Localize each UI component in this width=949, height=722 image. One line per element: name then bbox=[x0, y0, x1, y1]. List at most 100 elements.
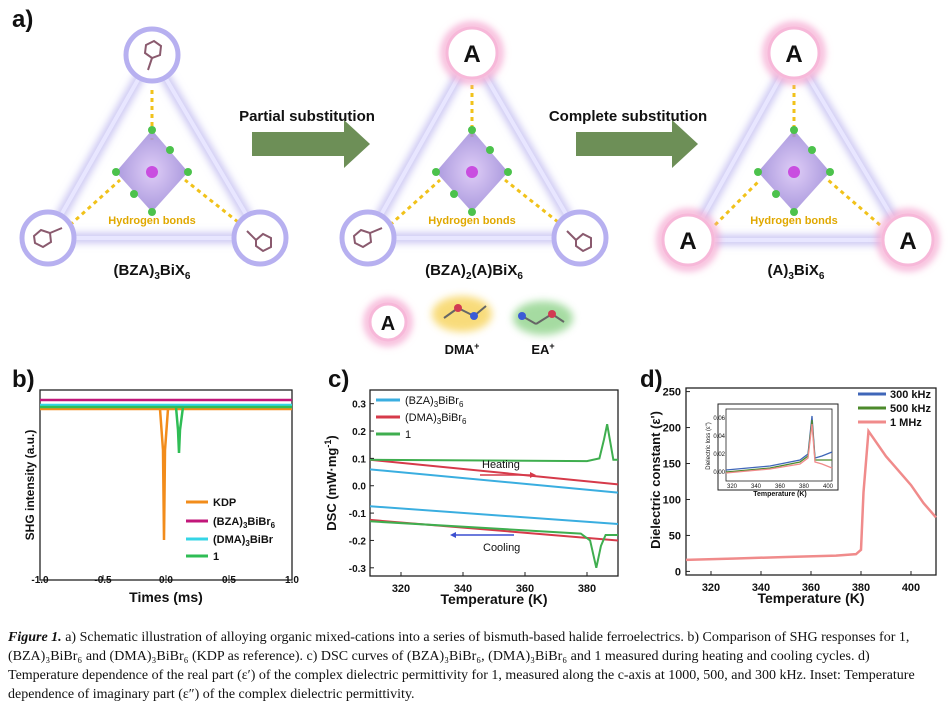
dielectric-x-ticks: 320 340 360 380 400 bbox=[702, 571, 920, 594]
caption-text: a) Schematic illustration of alloying or… bbox=[8, 630, 915, 702]
legend-dma: (DMA)3BiBr bbox=[213, 534, 274, 548]
legend-300khz: 300 kHz bbox=[890, 389, 931, 401]
dma-molecule-glow bbox=[432, 296, 492, 332]
hydrogen-bond-line bbox=[68, 178, 122, 227]
bza-cation-right bbox=[231, 209, 289, 267]
y-tick: -0.3 bbox=[349, 564, 367, 575]
inset-x-tick: 380 bbox=[799, 484, 810, 490]
x-tick: 380 bbox=[852, 582, 870, 594]
legend-a-symbol: A bbox=[381, 313, 395, 335]
dielectric-y-ticks: 0 50 100 150 200 250 bbox=[663, 387, 690, 578]
y-tick: 200 bbox=[663, 423, 681, 435]
inset-y-tick: 0.02 bbox=[713, 452, 725, 458]
dsc-y-ticks: 0.3 0.2 0.1 0.0 -0.1 -0.2 -0.3 bbox=[349, 400, 374, 575]
x-axis-label: Temperature (K) bbox=[757, 590, 864, 606]
triangle-3 bbox=[657, 22, 939, 271]
inset-1mhz bbox=[725, 423, 833, 474]
dsc-1-heating bbox=[369, 423, 618, 463]
x-tick: 0.5 bbox=[222, 575, 236, 586]
arrow-complete-label: Complete substitution bbox=[549, 108, 707, 125]
inset-x-tick: 360 bbox=[775, 484, 786, 490]
hydrogen-bond-line bbox=[184, 178, 239, 224]
x-tick: -1.0 bbox=[31, 575, 49, 586]
x-tick: 360 bbox=[802, 582, 820, 594]
x-tick: 340 bbox=[752, 582, 770, 594]
panel-a-schematic: Hydrogen bonds Partial substitution A Hy… bbox=[19, 22, 939, 357]
y-tick: 50 bbox=[669, 530, 681, 542]
panel-a-label: a) bbox=[12, 6, 34, 33]
arrow-partial-body bbox=[252, 132, 344, 156]
x-axis-label: Temperature (K) bbox=[440, 591, 547, 607]
y-tick: 0.2 bbox=[352, 427, 366, 438]
formula-2: (BZA)2(A)BiX6 bbox=[425, 262, 523, 282]
chart-dielectric: 0 50 100 150 200 250 320 340 360 380 400 Temperat… bbox=[648, 387, 937, 606]
legend-500khz: 500 kHz bbox=[890, 403, 931, 415]
dsc-cooling-line bbox=[369, 505, 619, 526]
arrow-partial-head bbox=[344, 120, 370, 168]
chart-dsc: 0.3 0.2 0.1 0.0 -0.1 -0.2 -0.3 320 340 360 380 Te… bbox=[323, 389, 619, 607]
x-tick: 380 bbox=[578, 583, 596, 595]
bza-cation-top bbox=[123, 26, 181, 84]
x-tick: 320 bbox=[392, 583, 410, 595]
legend-1: 1 bbox=[405, 429, 411, 441]
y-tick: -0.1 bbox=[349, 509, 367, 520]
series-1-spike bbox=[174, 406, 185, 454]
y-axis-label: SHG intensity (a.u.) bbox=[23, 430, 37, 541]
inset-y-tick: 0.06 bbox=[713, 416, 725, 422]
panel-d-label: d) bbox=[640, 366, 663, 393]
y-tick: 0 bbox=[675, 566, 681, 578]
panel-b-label: b) bbox=[12, 366, 35, 393]
a-symbol: A bbox=[785, 41, 802, 68]
figure-caption: Figure 1. a) Schematic illustration of a… bbox=[8, 628, 943, 704]
series-kdp-spike bbox=[158, 408, 170, 541]
y-axis-label: Dielectric constant (ε') bbox=[648, 411, 663, 549]
x-tick: 360 bbox=[516, 583, 534, 595]
hbond-label-3: Hydrogen bonds bbox=[750, 215, 837, 227]
formula-3: (A)3BiX6 bbox=[768, 262, 825, 282]
annotation-cooling: Cooling bbox=[483, 542, 520, 554]
formula-1: (BZA)3BiX6 bbox=[114, 262, 191, 282]
y-tick: 250 bbox=[663, 387, 681, 399]
y-tick: 100 bbox=[663, 494, 681, 506]
triangle-frame bbox=[44, 51, 264, 240]
y-axis-label: DSC (mW·mg-1) bbox=[323, 435, 339, 530]
legend-1: 1 bbox=[213, 551, 219, 563]
dielectric-series bbox=[685, 427, 937, 562]
caption-figure-number: Figure 1. bbox=[8, 630, 62, 645]
inset-x-tick: 320 bbox=[727, 484, 738, 490]
hbond-label-2: Hydrogen bonds bbox=[428, 215, 515, 227]
legend-bza: (BZA)3BiBr6 bbox=[405, 395, 464, 409]
dma-label: DMA+ bbox=[445, 341, 480, 357]
x-tick: 320 bbox=[702, 582, 720, 594]
a-symbol: A bbox=[679, 228, 696, 255]
dsc-series bbox=[369, 423, 619, 569]
inset-x-label: Temperature (K) bbox=[753, 491, 807, 498]
dsc-1-cooling bbox=[369, 520, 618, 569]
x-tick: 400 bbox=[902, 582, 920, 594]
y-tick: 150 bbox=[663, 459, 681, 471]
arrow-complete-head bbox=[672, 120, 698, 168]
y-tick: 0.1 bbox=[352, 454, 366, 465]
inset-y-tick: 0.00 bbox=[713, 470, 725, 476]
legend-kdp: KDP bbox=[213, 497, 236, 509]
dielectric-curve bbox=[685, 427, 937, 562]
chart-c-frame bbox=[369, 389, 619, 577]
triangle-2 bbox=[339, 22, 609, 267]
x-tick: -0.5 bbox=[94, 575, 112, 586]
dsc-heating-line bbox=[369, 458, 619, 486]
inset-frame bbox=[717, 403, 839, 491]
dsc-heating-line bbox=[369, 468, 619, 494]
legend-bza: (BZA)3BiBr6 bbox=[213, 516, 276, 530]
triangle-1 bbox=[19, 26, 289, 267]
ea-label: EA+ bbox=[531, 341, 554, 357]
arrow-partial-label: Partial substitution bbox=[239, 108, 375, 125]
bi-atom bbox=[146, 166, 158, 178]
x-tick: 1.0 bbox=[285, 575, 299, 586]
arrow-complete-body bbox=[576, 132, 672, 156]
inset-y-label: Dielectric loss (ε") bbox=[706, 422, 712, 469]
chart-b-frame bbox=[39, 389, 293, 581]
ea-molecule-glow bbox=[513, 301, 573, 335]
legend-1mhz: 1 MHz bbox=[890, 417, 922, 429]
y-tick: 0.0 bbox=[352, 482, 366, 493]
a-symbol: A bbox=[463, 41, 480, 68]
